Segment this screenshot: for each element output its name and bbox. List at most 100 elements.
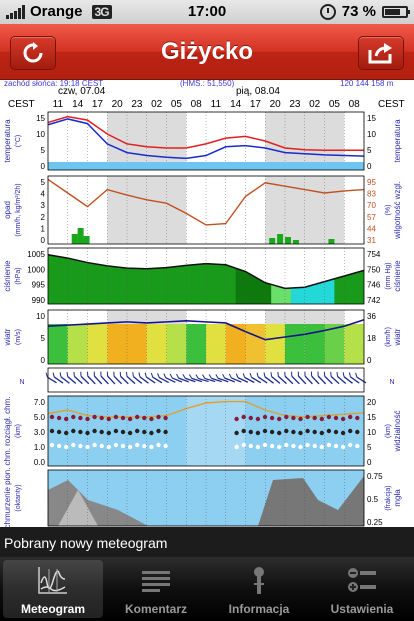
cloud-dot [163,415,168,421]
wind-arrow [107,375,116,385]
cloud-dot [326,414,332,420]
wind-barb [45,372,48,378]
hour-label: 23 [131,99,143,110]
info-icon [254,567,264,594]
cloud-dot [248,443,253,449]
wind-barb [291,371,293,377]
wind-barb [157,373,160,378]
tab-komentarz[interactable]: Komentarz [106,560,206,618]
wind-arrow [244,376,255,384]
cloud-dot [163,429,168,435]
hour-label: 14 [72,99,84,110]
battery-percent: 73 % [341,3,376,20]
panel-label: temperatura [3,119,12,163]
cloud-dot [92,442,97,448]
cloud-dot [340,444,346,450]
cloud-dot [149,416,154,422]
status-time: 17:00 [187,3,227,20]
left-tick: 15 [36,114,45,123]
right-tick: 20 [367,398,376,407]
left-tick: 5 [41,334,46,343]
hour-label: 20 [270,99,282,110]
panel-label: chmurzenie pion. [3,468,12,527]
precip-bar [292,240,299,244]
carrier-name: Orange [30,3,83,20]
wind-arrow [113,375,123,385]
wind-barb [93,371,95,377]
cloud-dot [262,428,268,434]
cloud-dot [85,444,90,450]
wind-speed-band [107,324,127,364]
wind-arrow [304,375,313,385]
wind-speed-band [186,324,206,364]
battery-icon [382,5,410,18]
wind-arrow [139,376,149,384]
wind-arrow [330,375,340,385]
temperature-line [47,115,364,152]
wind-barb [228,373,232,379]
wind-barb [222,373,226,379]
panel-border [47,367,365,393]
wind-arrow [126,375,136,385]
wind-barb [277,371,279,377]
cloud-dot [56,443,62,449]
left-tick: 3.0 [34,428,46,437]
wind-speed-band [206,324,226,364]
night-band [107,112,187,170]
left-tick: 10 [36,130,45,139]
wind-barb [263,372,266,377]
meteogram[interactable]: zachód słońca: 19:18 CEST (HMS.: 51,550)… [0,80,414,527]
cloud-dot [71,428,76,434]
panel-unit: (oktanty) [15,484,22,511]
network-type: 3G [91,4,112,19]
cloud-dot [241,428,246,434]
left-tick: 0 [41,236,46,245]
refresh-button[interactable] [10,36,56,70]
wind-speed-band [344,324,364,364]
tab-informacja[interactable]: Informacja [209,560,309,618]
cloud-dot [291,415,296,421]
left-tick: 4 [41,190,46,199]
wind-speed-band [245,324,266,364]
wind-barb [188,374,193,379]
cloud-dot [291,443,296,449]
wind-barb [270,372,273,377]
cloud-dot [78,429,83,435]
hour-label: 11 [53,99,64,110]
elevation-info: 120 144 158 m [340,80,394,88]
wind-arrow [211,377,222,383]
cloud-dot [284,428,289,434]
cloud-dot [298,416,303,422]
cloud-dot [348,428,353,434]
cloud-dot [326,442,332,448]
left-tick: 1000 [27,265,45,274]
cloud-dot [284,442,289,448]
wind-speed-band [225,324,246,364]
meteogram-icon [38,567,67,594]
wind-arrow [67,376,77,384]
cloud-dot [269,415,275,421]
wind-arrow [337,376,347,384]
wind-arrow [93,375,103,385]
cloud-dot [135,442,140,448]
right-tick: 750 [367,265,381,274]
tab-label-meteogram: Meteogram [20,602,85,616]
wind-arrow [277,375,287,385]
hour-label: 20 [112,99,124,110]
wind-arrow [100,375,109,385]
cloud-dot [99,415,104,421]
cloud-dot [277,430,282,436]
cloud-dot [241,414,246,420]
tab-ustawienia[interactable]: Ustawienia [312,560,412,618]
share-button[interactable] [358,36,404,70]
right-tick: 0.75 [367,472,383,481]
tab-meteogram[interactable]: Meteogram [3,560,103,618]
wind-barb [144,372,147,378]
panel-border [47,469,365,527]
hour-label: 14 [230,99,242,110]
panel-label: ciśnienie [3,260,12,292]
panel-border [47,309,365,365]
wind-line [47,318,365,341]
panel-right-unit: (km/h) [385,327,392,347]
wind-arrow [237,377,249,383]
